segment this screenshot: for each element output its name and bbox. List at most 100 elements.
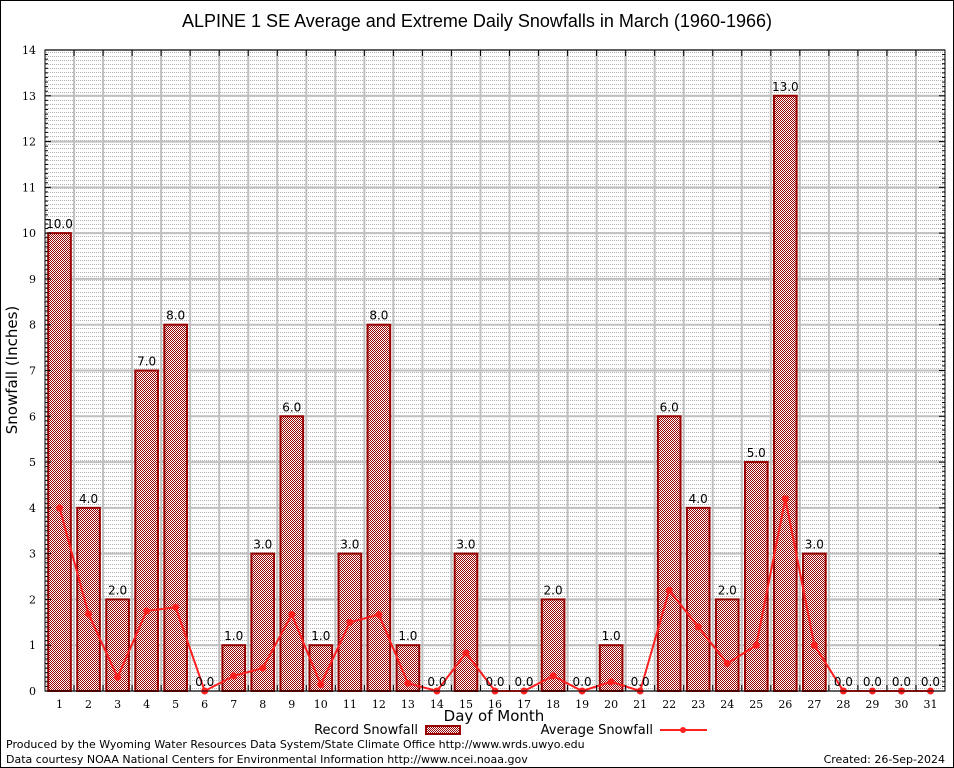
x-tick-label: 18 bbox=[546, 698, 560, 711]
data-label-day-13: 1.0 bbox=[398, 629, 417, 643]
bar-record-day-27 bbox=[802, 552, 827, 693]
legend: Record Snowfall Average Snowfall bbox=[314, 723, 707, 738]
x-tick-label: 3 bbox=[114, 698, 121, 711]
y-tick-label: 5 bbox=[29, 456, 36, 469]
average-point-day-12 bbox=[375, 611, 383, 619]
footer-created-date: Created: 26-Sep-2024 bbox=[824, 753, 945, 766]
data-label-day-19: 0.0 bbox=[573, 675, 592, 689]
x-tick-label: 16 bbox=[488, 698, 502, 711]
x-tick-label: 21 bbox=[633, 698, 647, 711]
data-label-day-16: 0.0 bbox=[485, 675, 504, 689]
x-tick-label: 28 bbox=[836, 698, 850, 711]
y-tick-label: 2 bbox=[29, 593, 36, 606]
average-point-day-9 bbox=[288, 611, 296, 619]
legend-label-record: Record Snowfall bbox=[314, 723, 418, 738]
data-label-day-17: 0.0 bbox=[514, 675, 533, 689]
bar-record-day-7 bbox=[221, 644, 247, 693]
x-tick-label: 10 bbox=[314, 698, 328, 711]
legend-marker-average bbox=[680, 727, 686, 733]
x-tick-label: 11 bbox=[343, 698, 357, 711]
y-tick-label: 0 bbox=[29, 685, 36, 698]
y-tick-label: 12 bbox=[22, 136, 36, 149]
average-point-day-26 bbox=[781, 495, 789, 503]
chart-title: ALPINE 1 SE Average and Extreme Daily Sn… bbox=[182, 11, 772, 31]
x-tick-label: 17 bbox=[517, 698, 531, 711]
bar-record-day-5 bbox=[163, 323, 188, 692]
bar-record-day-23 bbox=[685, 506, 711, 692]
data-label-day-4: 7.0 bbox=[137, 355, 156, 369]
average-point-day-18 bbox=[549, 672, 557, 680]
x-tick-label: 7 bbox=[230, 698, 237, 711]
average-point-day-5 bbox=[172, 603, 180, 611]
y-tick-label: 8 bbox=[29, 319, 36, 332]
y-tick-label: 3 bbox=[29, 548, 36, 561]
y-tick-label: 9 bbox=[29, 273, 36, 286]
x-tick-label: 13 bbox=[401, 698, 415, 711]
data-label-day-18: 2.0 bbox=[544, 583, 563, 597]
average-point-day-7 bbox=[230, 672, 238, 680]
x-tick-label: 24 bbox=[720, 698, 734, 711]
x-tick-label: 27 bbox=[807, 698, 821, 711]
average-point-day-20 bbox=[607, 678, 615, 686]
x-tick-label: 1 bbox=[56, 698, 63, 711]
x-tick-label: 20 bbox=[604, 698, 618, 711]
legend-swatch-record bbox=[425, 725, 461, 735]
data-label-day-22: 6.0 bbox=[660, 400, 679, 414]
x-tick-label: 23 bbox=[691, 698, 705, 711]
x-tick-label: 30 bbox=[894, 698, 908, 711]
average-point-day-24 bbox=[723, 660, 731, 668]
data-label-day-11: 3.0 bbox=[340, 538, 359, 552]
data-label-day-7: 1.0 bbox=[224, 629, 243, 643]
data-label-day-3: 2.0 bbox=[108, 583, 127, 597]
y-tick-label: 6 bbox=[29, 410, 36, 423]
data-label-day-6: 0.0 bbox=[195, 675, 214, 689]
data-label-day-24: 2.0 bbox=[718, 583, 737, 597]
data-label-day-9: 6.0 bbox=[282, 400, 301, 414]
average-point-day-10 bbox=[317, 681, 325, 689]
bar-record-day-2 bbox=[76, 506, 101, 692]
x-tick-label: 8 bbox=[259, 698, 266, 711]
bar-record-day-22 bbox=[656, 415, 682, 692]
average-point-day-3 bbox=[114, 673, 122, 681]
data-label-day-10: 1.0 bbox=[311, 629, 330, 643]
x-tick-label: 14 bbox=[430, 698, 444, 711]
x-tick-label: 5 bbox=[172, 698, 179, 711]
data-label-day-21: 0.0 bbox=[631, 675, 650, 689]
data-label-day-1: 10.0 bbox=[46, 217, 73, 231]
x-tick-label: 2 bbox=[85, 698, 92, 711]
average-point-day-13 bbox=[404, 679, 412, 687]
data-label-day-29: 0.0 bbox=[863, 675, 882, 689]
x-tick-label: 12 bbox=[372, 698, 386, 711]
x-tick-label: 9 bbox=[288, 698, 295, 711]
data-label-day-25: 5.0 bbox=[747, 446, 766, 460]
bar-record-day-25 bbox=[743, 461, 769, 693]
x-tick-label: 29 bbox=[865, 698, 879, 711]
data-label-day-20: 1.0 bbox=[602, 629, 621, 643]
legend-label-average: Average Snowfall bbox=[541, 723, 653, 738]
y-tick-label: 1 bbox=[29, 639, 36, 652]
data-label-day-23: 4.0 bbox=[689, 492, 708, 506]
data-label-day-12: 8.0 bbox=[369, 309, 388, 323]
average-point-day-25 bbox=[752, 641, 760, 649]
x-tick-label: 25 bbox=[749, 698, 763, 711]
y-tick-label: 7 bbox=[29, 365, 36, 378]
x-tick-label: 4 bbox=[143, 698, 150, 711]
y-tick-label: 4 bbox=[29, 502, 36, 515]
x-tick-label: 22 bbox=[662, 698, 676, 711]
x-axis-label: Day of Month bbox=[444, 707, 545, 725]
x-tick-label: 26 bbox=[778, 698, 792, 711]
average-point-day-22 bbox=[665, 586, 673, 594]
x-tick-label: 15 bbox=[459, 698, 473, 711]
average-point-day-11 bbox=[346, 618, 354, 626]
y-axis-label: Snowfall (Inches) bbox=[3, 306, 21, 434]
data-label-day-15: 3.0 bbox=[456, 538, 475, 552]
y-tick-label: 13 bbox=[22, 90, 36, 103]
average-point-day-15 bbox=[462, 649, 470, 657]
average-point-day-27 bbox=[810, 641, 818, 649]
data-label-day-2: 4.0 bbox=[79, 492, 98, 506]
data-label-day-31: 0.0 bbox=[921, 675, 940, 689]
y-tick-label: 11 bbox=[22, 181, 36, 194]
data-label-day-27: 3.0 bbox=[805, 538, 824, 552]
y-tick-label: 14 bbox=[22, 44, 36, 57]
